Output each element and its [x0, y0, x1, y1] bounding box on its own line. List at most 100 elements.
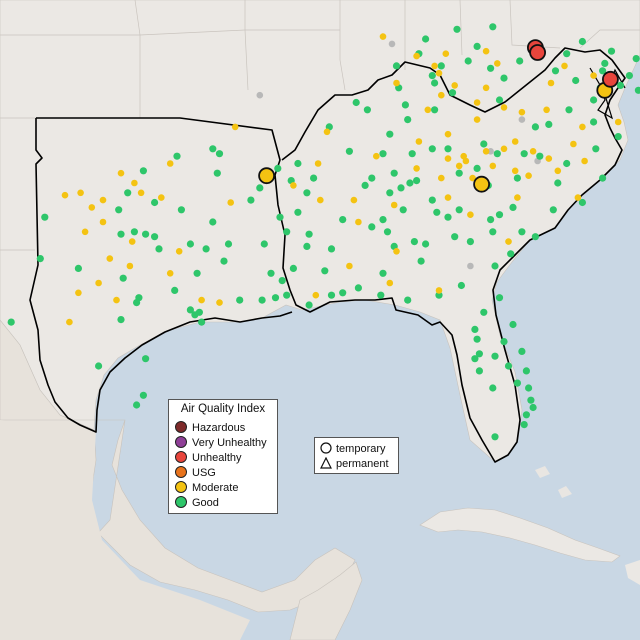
- site-marker-good: [455, 169, 463, 177]
- site-marker-moderate: [95, 279, 102, 287]
- site-marker-no-data: [467, 262, 474, 270]
- site-marker-good: [198, 318, 206, 326]
- site-marker-good: [480, 308, 488, 316]
- site-marker-moderate: [131, 179, 138, 187]
- site-marker-good: [520, 150, 528, 158]
- site-marker-moderate: [355, 218, 362, 226]
- site-marker-good: [294, 208, 302, 216]
- study-region-boundary: [36, 47, 626, 463]
- site-marker-moderate: [393, 79, 400, 87]
- legend-swatch: [175, 451, 187, 463]
- site-marker-good: [491, 433, 499, 441]
- site-marker-good: [473, 164, 481, 172]
- site-marker-good: [404, 116, 412, 124]
- site-marker-good: [480, 140, 488, 148]
- aqi-legend-title: Air Quality Index: [180, 403, 266, 415]
- site-marker-moderate: [444, 194, 452, 201]
- legend-label: Moderate: [192, 482, 239, 494]
- site-marker-good: [529, 403, 537, 412]
- marker-type-legend: temporary permanent: [314, 437, 399, 474]
- site-marker-moderate: [438, 174, 445, 182]
- land-hispaniola: [625, 560, 640, 585]
- site-marker-good: [202, 245, 210, 253]
- site-marker-moderate: [473, 116, 481, 123]
- site-marker-moderate: [379, 33, 387, 40]
- site-marker-good: [413, 177, 421, 185]
- site-marker-moderate: [113, 296, 120, 304]
- site-marker-moderate: [290, 182, 297, 189]
- site-marker-good: [130, 228, 138, 236]
- site-marker-moderate: [469, 174, 476, 182]
- site-marker-good: [457, 281, 465, 290]
- site-marker-good: [399, 206, 407, 214]
- site-marker-good: [377, 291, 385, 299]
- site-marker-moderate: [350, 196, 358, 204]
- site-marker-moderate: [346, 262, 353, 270]
- legend-item-unhealthy: Unhealthy: [175, 451, 242, 465]
- site-marker-good: [428, 196, 436, 204]
- site-marker-moderate: [514, 194, 521, 201]
- site-marker-good: [487, 64, 495, 72]
- site-marker-moderate: [590, 72, 597, 79]
- site-marker-moderate: [511, 138, 519, 145]
- site-marker-good: [507, 250, 515, 258]
- site-marker-good: [379, 216, 387, 224]
- site-marker-good: [551, 67, 560, 75]
- site-marker-good: [352, 98, 360, 107]
- site-marker-moderate: [88, 204, 96, 211]
- site-marker-moderate: [314, 160, 322, 167]
- site-marker-good: [590, 118, 598, 126]
- legend-label: Good: [192, 497, 219, 509]
- site-marker-good: [431, 106, 439, 114]
- land-cuba: [419, 507, 621, 563]
- site-marker-good: [599, 67, 607, 75]
- site-marker-good: [435, 291, 443, 299]
- site-marker-good: [41, 213, 49, 221]
- legend-label: Unhealthy: [192, 452, 242, 464]
- site-marker-good: [368, 223, 376, 231]
- legend-label: temporary: [336, 443, 386, 455]
- site-marker-moderate: [198, 296, 205, 304]
- site-marker-good: [455, 206, 463, 214]
- site-marker-moderate: [99, 196, 107, 204]
- site-marker-moderate-temporary: [258, 167, 276, 185]
- site-marker-good: [433, 208, 441, 216]
- site-marker-unhealthy-temporary: [529, 44, 546, 61]
- site-marker-unhealthy-temporary: [602, 70, 619, 88]
- site-marker-good: [500, 338, 508, 346]
- site-marker-good: [513, 174, 522, 182]
- site-marker-moderate: [424, 106, 432, 114]
- site-marker-good: [504, 362, 513, 370]
- site-marker-good: [173, 152, 181, 160]
- texas-coast-boundary: [29, 118, 293, 433]
- site-marker-moderate: [579, 123, 586, 131]
- site-marker-good: [171, 286, 179, 294]
- site-marker-good: [522, 411, 531, 419]
- site-marker-good: [493, 150, 501, 158]
- site-marker-good: [119, 274, 127, 282]
- site-marker-good: [406, 179, 414, 187]
- legend-item-permanent: permanent: [320, 456, 389, 471]
- site-marker-good: [115, 206, 123, 214]
- site-marker-good: [518, 347, 526, 355]
- site-marker-good: [509, 320, 517, 329]
- site-marker-good: [117, 316, 125, 324]
- site-marker-good: [74, 264, 82, 272]
- site-marker-no-data: [518, 116, 526, 123]
- site-marker-moderate: [518, 108, 526, 116]
- site-marker-good: [379, 150, 387, 158]
- site-marker-moderate: [442, 50, 450, 57]
- site-marker-moderate: [373, 152, 380, 160]
- site-marker-good: [578, 37, 587, 46]
- site-marker-good: [247, 196, 255, 204]
- site-marker-moderate: [614, 118, 622, 126]
- site-marker-moderate: [494, 60, 501, 67]
- site-marker-good: [625, 72, 634, 80]
- site-marker-good: [489, 23, 497, 31]
- site-marker-moderate: [175, 248, 183, 255]
- site-marker-good: [495, 294, 504, 302]
- site-marker-good: [209, 145, 217, 153]
- site-marker-good: [634, 86, 640, 94]
- site-marker-moderate-temporary: [473, 175, 491, 193]
